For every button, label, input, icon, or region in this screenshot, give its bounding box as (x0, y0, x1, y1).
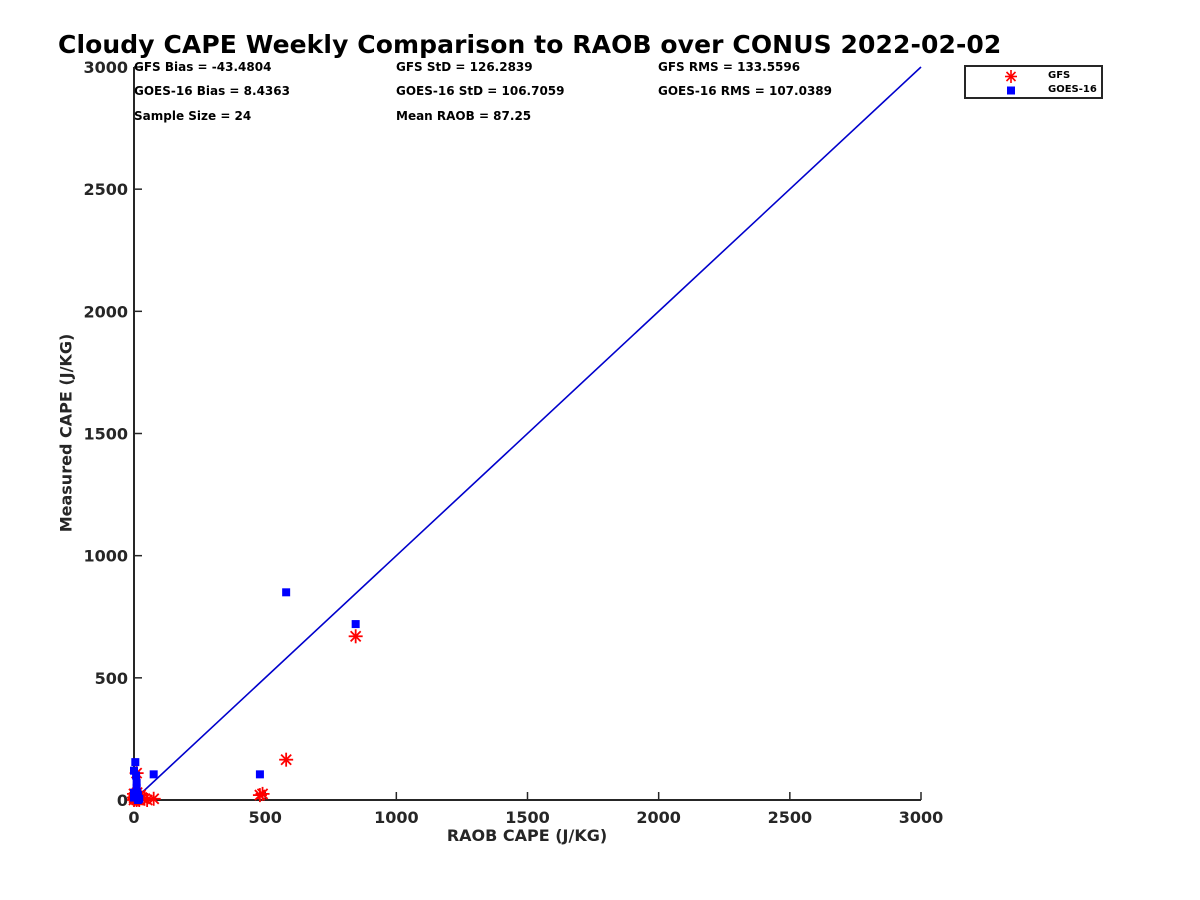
goes16-point (351, 620, 360, 629)
x-tick-label: 500 (248, 808, 281, 827)
gfs-std-text: GFS StD = 126.2839 (396, 60, 533, 74)
legend-item-goes16: GOES-16 (966, 83, 1101, 98)
square-marker-icon (1007, 86, 1015, 95)
x-tick-label: 3000 (899, 808, 944, 827)
goes16-point (132, 778, 141, 787)
x-tick-label: 1500 (505, 808, 550, 827)
legend: GFS GOES-16 (964, 65, 1103, 99)
x-tick-label: 2500 (768, 808, 813, 827)
x-tick-label: 0 (128, 808, 139, 827)
y-tick-label: 2500 (83, 180, 128, 199)
gfs-point (255, 786, 270, 801)
goes-std-text: GOES-16 StD = 106.7059 (396, 84, 565, 98)
asterisk-marker-icon (1005, 70, 1017, 83)
legend-label-goes16: GOES-16 (1048, 84, 1097, 95)
goes16-point (135, 794, 144, 803)
legend-label-gfs: GFS (1048, 70, 1071, 81)
x-tick-label: 2000 (636, 808, 681, 827)
gfs-point (279, 752, 294, 767)
x-tick-label: 1000 (374, 808, 419, 827)
goes-rms-text: GOES-16 RMS = 107.0389 (658, 84, 832, 98)
goes16-point (131, 758, 140, 767)
gfs-bias-text: GFS Bias = -43.4804 (134, 60, 272, 74)
y-tick-label: 3000 (83, 58, 128, 77)
goes16-point (132, 783, 141, 792)
axes: 0 500 1000 1500 2000 2500 3000 0 500 1000 1500 2000… (83, 58, 943, 827)
goes16-point (255, 770, 264, 779)
gfs-point (146, 791, 161, 806)
y-tick-label: 500 (95, 669, 128, 688)
goes16-point (282, 588, 291, 597)
y-tick-label: 2000 (83, 302, 128, 321)
goes16-point (130, 766, 138, 775)
x-axis-label: RAOB CAPE (J/KG) (446, 826, 608, 845)
goes16-point (132, 771, 141, 780)
gfs-point (348, 629, 363, 644)
reference-line (133, 66, 922, 801)
chart-title: Cloudy CAPE Weekly Comparison to RAOB ov… (58, 30, 1002, 59)
y-tick-label: 0 (117, 791, 128, 810)
one-to-one-line (133, 66, 922, 801)
y-tick-label: 1500 (83, 425, 128, 444)
legend-item-gfs: GFS (966, 69, 1101, 84)
gfs-rms-text: GFS RMS = 133.5596 (658, 60, 801, 74)
mean-raob-text: Mean RAOB = 87.25 (396, 109, 532, 123)
goes16-point (149, 770, 158, 779)
y-tick-label: 1000 (83, 547, 128, 566)
data-points (127, 588, 363, 807)
y-axis-label: Measured CAPE (J/KG) (56, 333, 76, 533)
sample-size-text: Sample Size = 24 (134, 109, 252, 123)
goes-bias-text: GOES-16 Bias = 8.4363 (134, 84, 290, 98)
